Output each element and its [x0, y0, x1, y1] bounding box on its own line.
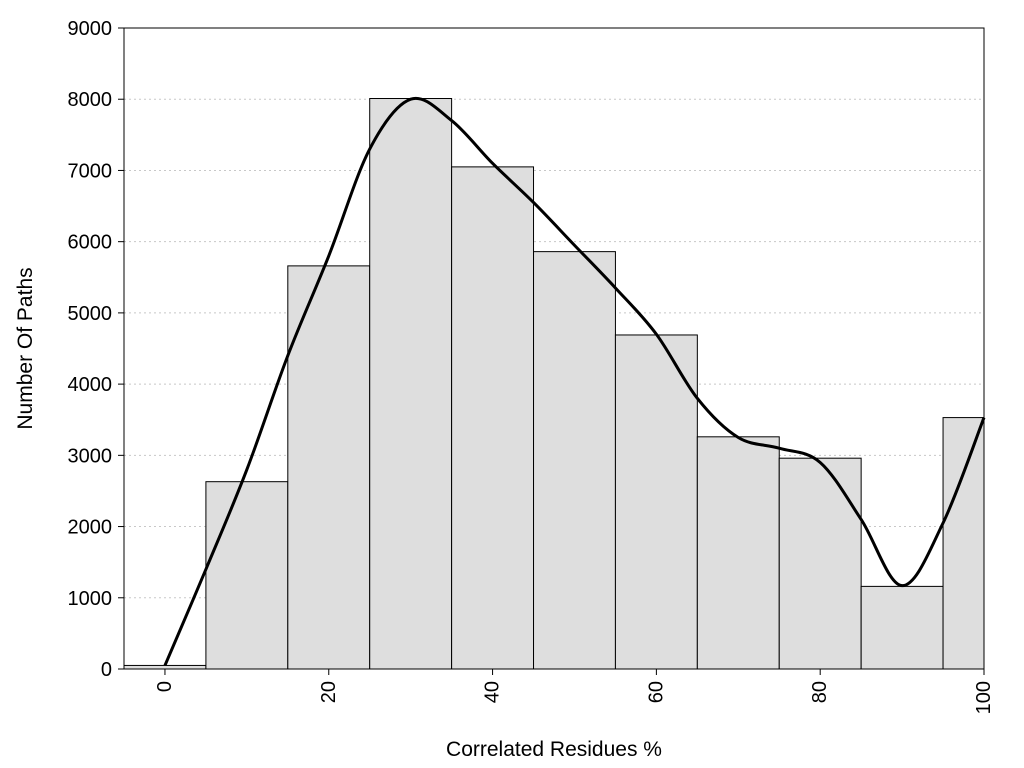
histogram-bar	[451, 166, 535, 670]
histogram-bar	[287, 265, 371, 670]
y-tick-label: 6000	[68, 232, 113, 254]
y-tick-label: 7000	[68, 160, 113, 182]
x-tick-label: 80	[809, 681, 831, 703]
histogram-bar	[205, 481, 289, 670]
y-tick-label: 9000	[68, 18, 113, 40]
x-tick-label: 0	[154, 681, 176, 692]
x-tick-label: 60	[645, 681, 667, 703]
plot-frame	[123, 27, 985, 670]
histogram-bar	[696, 436, 780, 670]
y-tick-label: 3000	[68, 445, 113, 467]
y-axis-ticks: 0 1000 2000 3000 4000 5000 6000 7000 8000 9000	[68, 18, 124, 681]
y-tick-label: 4000	[68, 374, 113, 396]
bars	[123, 98, 985, 670]
y-tick-label: 5000	[68, 303, 113, 325]
x-tick-label: 40	[482, 681, 504, 703]
histogram-bar	[860, 585, 944, 670]
density-curve	[163, 96, 986, 667]
y-tick-label: 2000	[68, 517, 113, 539]
histogram-bar	[942, 417, 985, 670]
y-tick-label: 0	[101, 659, 112, 681]
x-axis-ticks: 0 20 40 60 80 100	[154, 669, 995, 714]
x-tick-label: 100	[973, 681, 995, 714]
x-tick-label: 20	[318, 681, 340, 703]
histogram-bar	[369, 98, 453, 670]
histogram-bar	[123, 664, 207, 670]
histogram-bar	[533, 251, 616, 670]
x-axis-label: Correlated Residues %	[446, 738, 662, 761]
y-axis-label: Number Of Paths	[14, 267, 37, 429]
y-tick-label: 8000	[68, 89, 113, 111]
density-curve-line	[163, 96, 986, 667]
y-tick-label: 1000	[68, 588, 113, 610]
histogram-bar	[778, 457, 862, 670]
histogram-bar	[614, 334, 698, 670]
